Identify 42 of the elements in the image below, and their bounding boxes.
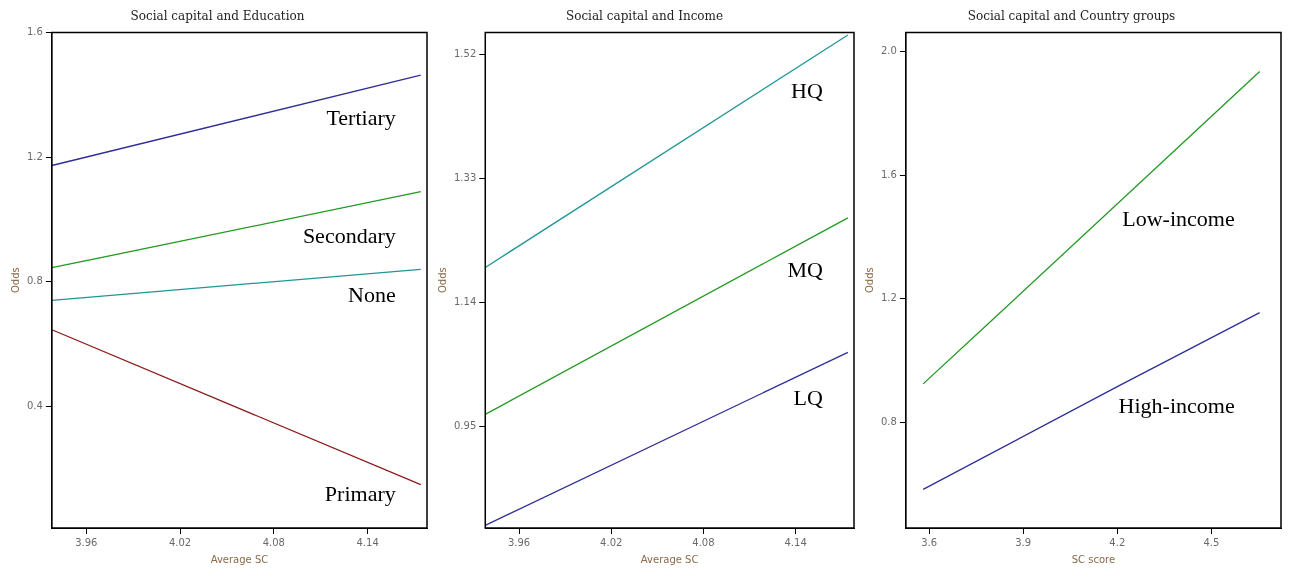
chart-title: Social capital and Education bbox=[130, 9, 305, 24]
y-tick-label: 1.2 bbox=[881, 292, 897, 304]
x-tick-label: 4.02 bbox=[168, 536, 192, 548]
x-tick-label: 3.9 bbox=[1015, 536, 1032, 548]
y-tick-label: 1.6 bbox=[881, 168, 897, 180]
x-tick-label: 4.14 bbox=[356, 536, 379, 548]
y-tick-label: 0.8 bbox=[27, 275, 43, 287]
series-label: Secondary bbox=[302, 222, 396, 248]
series-label: HQ bbox=[791, 78, 823, 104]
y-tick-label: 0.8 bbox=[881, 415, 897, 427]
x-tick-label: 3.96 bbox=[507, 536, 531, 548]
y-tick-label: 1.6 bbox=[27, 25, 43, 37]
x-tick-label: 3.96 bbox=[75, 536, 98, 548]
x-tick-label: 4.5 bbox=[1203, 536, 1220, 548]
y-tick-label: 0.4 bbox=[27, 400, 43, 412]
y-tick-label: 1.33 bbox=[454, 172, 477, 184]
y-axis-title: Odds bbox=[436, 267, 448, 294]
y-tick-label: 2.0 bbox=[881, 45, 897, 57]
y-tick-label: 1.52 bbox=[454, 48, 477, 60]
x-axis-title: Average SC bbox=[210, 553, 269, 565]
x-tick-label: 3.6 bbox=[921, 536, 938, 548]
series-label: None bbox=[348, 282, 396, 308]
series-label: Primary bbox=[324, 480, 396, 506]
chart-title: Social capital and Income bbox=[565, 9, 724, 24]
x-tick-label: 4.08 bbox=[262, 536, 285, 548]
series-label: Low-income bbox=[1122, 206, 1235, 232]
x-tick-label: 4.2 bbox=[1109, 536, 1126, 548]
y-axis-title: Odds bbox=[863, 267, 875, 294]
series-label: LQ bbox=[793, 385, 823, 411]
series-label: MQ bbox=[787, 257, 823, 283]
series-label: High-income bbox=[1118, 392, 1235, 418]
y-axis-title: Odds bbox=[9, 267, 21, 294]
series-label: Tertiary bbox=[326, 105, 396, 130]
chart-title: Social capital and Country groups bbox=[967, 9, 1176, 24]
x-axis-title: Average SC bbox=[640, 553, 699, 565]
x-tick-label: 4.02 bbox=[600, 536, 623, 548]
x-tick-label: 4.14 bbox=[784, 536, 807, 548]
y-tick-label: 0.95 bbox=[454, 420, 477, 432]
x-tick-label: 4.08 bbox=[692, 536, 715, 548]
y-tick-label: 1.2 bbox=[27, 150, 43, 162]
x-axis-title: SC score bbox=[1071, 553, 1116, 565]
y-tick-label: 1.14 bbox=[454, 296, 477, 308]
